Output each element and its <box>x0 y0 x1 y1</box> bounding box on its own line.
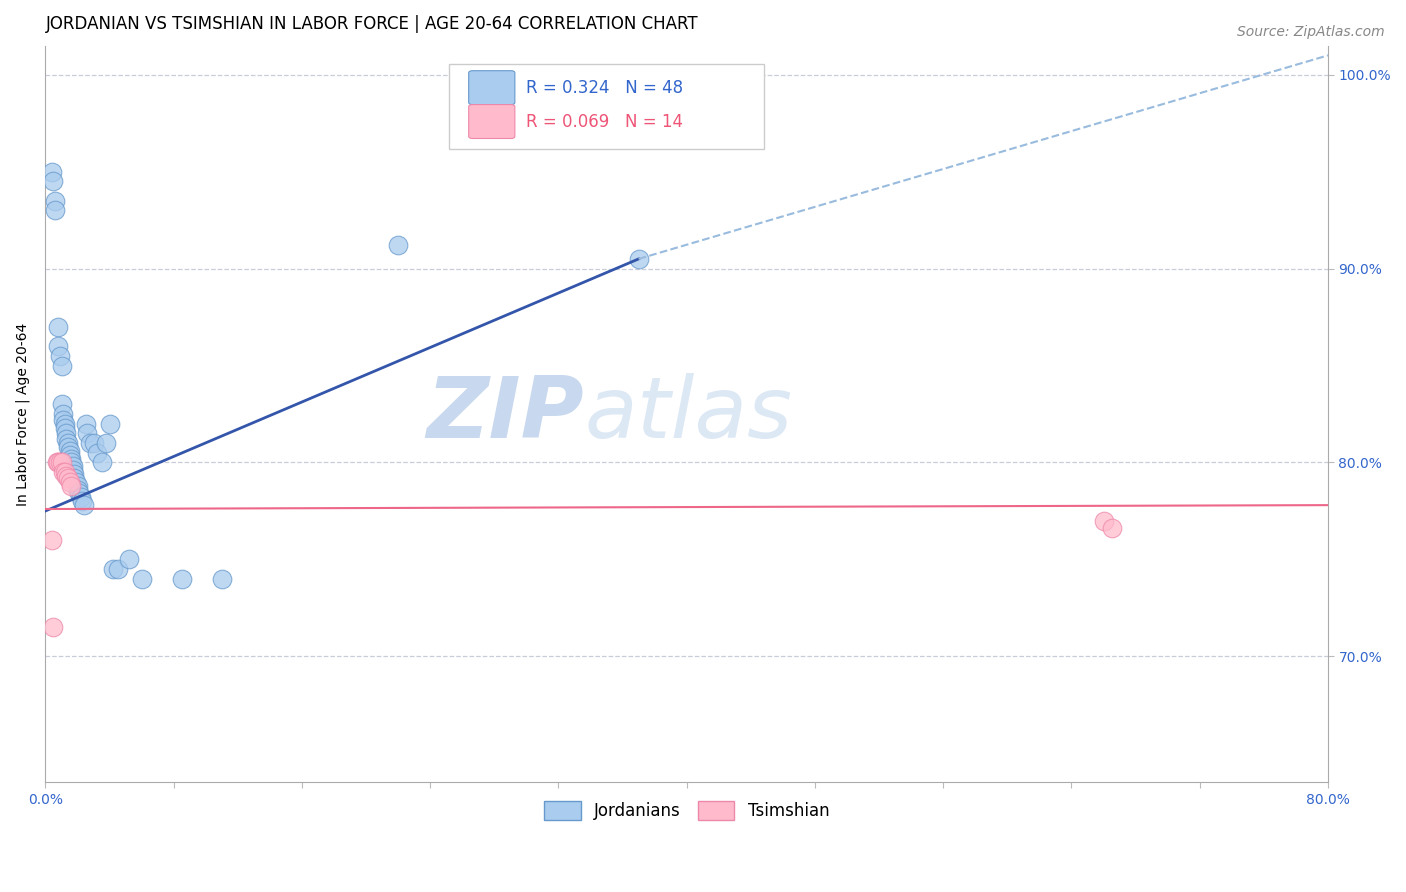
Point <box>83 436 105 450</box>
Point <box>66 479 89 493</box>
Point <box>42 174 65 188</box>
Point <box>72 494 94 508</box>
Point <box>51 397 73 411</box>
Point <box>627 252 650 266</box>
Point <box>170 572 193 586</box>
FancyBboxPatch shape <box>468 104 515 138</box>
Point <box>66 483 89 497</box>
Point <box>41 164 63 178</box>
Point <box>42 620 65 634</box>
Point <box>51 359 73 373</box>
Point <box>62 459 84 474</box>
Point <box>58 448 80 462</box>
Text: ZIP: ZIP <box>426 373 583 456</box>
Point <box>211 572 233 586</box>
Point <box>60 451 83 466</box>
Point <box>53 420 76 434</box>
Point <box>76 426 98 441</box>
FancyBboxPatch shape <box>468 70 515 104</box>
Point <box>44 203 66 218</box>
Point <box>45 455 67 469</box>
Point <box>55 432 77 446</box>
Point <box>51 455 73 469</box>
Point <box>58 443 80 458</box>
Point <box>49 455 72 469</box>
Point <box>55 469 77 483</box>
Point <box>52 465 75 479</box>
Text: atlas: atlas <box>583 373 792 456</box>
Point <box>90 455 112 469</box>
Point <box>65 475 87 489</box>
Point <box>46 339 69 353</box>
Point <box>55 426 77 441</box>
Text: JORDANIAN VS TSIMSHIAN IN LABOR FORCE | AGE 20-64 CORRELATION CHART: JORDANIAN VS TSIMSHIAN IN LABOR FORCE | … <box>45 15 699 33</box>
Point <box>63 471 86 485</box>
Point <box>98 417 121 431</box>
Point <box>56 440 79 454</box>
Point <box>62 463 84 477</box>
Point <box>60 479 83 493</box>
Point <box>56 436 79 450</box>
Point <box>387 238 409 252</box>
Point <box>69 491 91 505</box>
Point <box>107 562 129 576</box>
Point <box>46 319 69 334</box>
Text: R = 0.069   N = 14: R = 0.069 N = 14 <box>526 112 683 130</box>
Point <box>73 498 96 512</box>
FancyBboxPatch shape <box>450 64 763 149</box>
Point <box>53 417 76 431</box>
Point <box>101 562 124 576</box>
Point <box>46 455 69 469</box>
Point <box>86 446 108 460</box>
Point <box>53 465 76 479</box>
Point <box>1092 514 1115 528</box>
Legend: Jordanians, Tsimshian: Jordanians, Tsimshian <box>537 795 837 827</box>
Point <box>52 407 75 421</box>
Point <box>58 475 80 489</box>
Text: Source: ZipAtlas.com: Source: ZipAtlas.com <box>1237 25 1385 39</box>
Point <box>96 436 118 450</box>
Point <box>41 533 63 547</box>
Point <box>1101 521 1123 535</box>
Point <box>49 349 72 363</box>
Point <box>75 417 97 431</box>
Y-axis label: In Labor Force | Age 20-64: In Labor Force | Age 20-64 <box>15 322 30 506</box>
Point <box>118 552 141 566</box>
Text: R = 0.324   N = 48: R = 0.324 N = 48 <box>526 78 683 96</box>
Point <box>60 455 83 469</box>
Point <box>67 486 90 500</box>
Point <box>52 413 75 427</box>
Point <box>79 436 101 450</box>
Point <box>63 467 86 482</box>
Point <box>131 572 153 586</box>
Point <box>44 194 66 208</box>
Point <box>56 471 79 485</box>
